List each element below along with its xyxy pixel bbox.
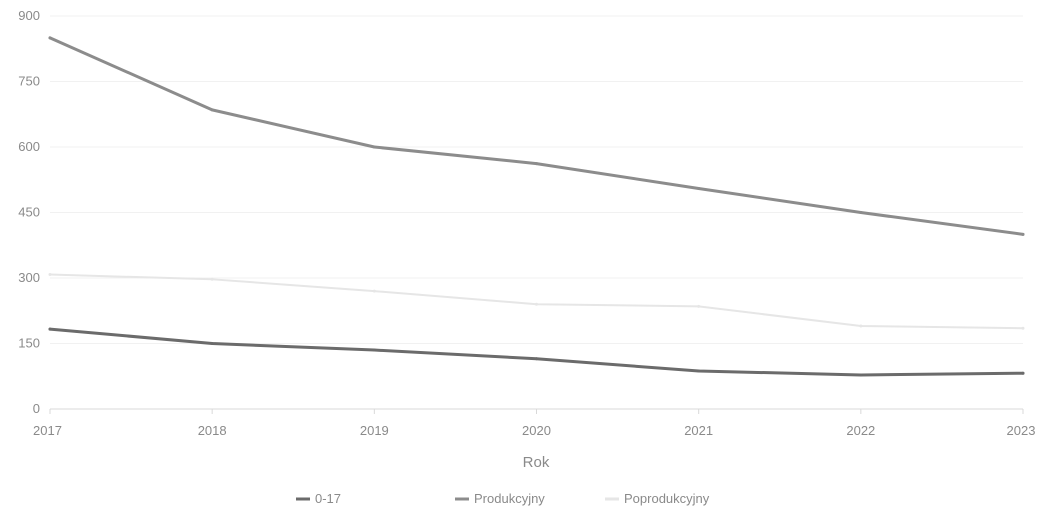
data-point <box>535 302 538 306</box>
data-point <box>1021 371 1025 375</box>
data-point <box>859 211 863 214</box>
legend-label: Produkcyjny <box>474 491 545 506</box>
data-point <box>859 324 863 328</box>
x-tick-label: 2021 <box>684 423 713 438</box>
y-axis-ticks: 0 150 300 450 600 750 900 <box>18 8 40 416</box>
gridlines <box>50 15 1023 344</box>
y-tick-label: 450 <box>18 205 40 220</box>
y-tick-label: 900 <box>18 8 40 23</box>
x-axis-title: Rok <box>523 454 550 471</box>
data-point <box>48 273 52 277</box>
legend-label: 0-17 <box>315 491 341 506</box>
x-tick-label: 2020 <box>522 423 551 438</box>
data-point <box>697 304 701 308</box>
data-point <box>48 327 52 331</box>
data-point <box>372 289 376 293</box>
legend: 0-17 Produkcyjny Poprodukcyjny <box>296 491 710 506</box>
data-point <box>1021 326 1025 330</box>
data-point <box>535 162 538 166</box>
y-tick-label: 750 <box>18 74 40 89</box>
y-tick-label: 300 <box>18 270 40 285</box>
y-tick-label: 600 <box>18 139 40 154</box>
data-point <box>372 348 376 352</box>
data-point <box>210 108 214 112</box>
data-point <box>372 145 376 149</box>
data-point <box>697 186 701 190</box>
data-point <box>697 369 701 373</box>
x-tick-label: 2022 <box>846 423 875 438</box>
legend-label: Poprodukcyjny <box>624 491 710 506</box>
y-tick-label: 0 <box>33 401 40 416</box>
x-axis-ticks: 2017 2018 2019 2020 2021 2022 2023 <box>33 409 1035 438</box>
data-point <box>48 36 52 40</box>
series-line-0 <box>48 327 1025 377</box>
x-tick-label: 2023 <box>1007 423 1036 438</box>
x-tick-label: 2018 <box>198 423 227 438</box>
series-lines <box>48 36 1025 377</box>
data-point <box>210 342 214 345</box>
x-tick-label: 2017 <box>33 423 62 438</box>
data-point <box>535 357 538 361</box>
x-tick-label: 2019 <box>360 423 389 438</box>
data-point <box>210 277 214 281</box>
series-line-1 <box>48 36 1025 236</box>
series-line-2 <box>49 273 1024 330</box>
y-tick-label: 150 <box>18 336 40 351</box>
data-point <box>1021 232 1025 236</box>
data-point <box>859 373 863 377</box>
